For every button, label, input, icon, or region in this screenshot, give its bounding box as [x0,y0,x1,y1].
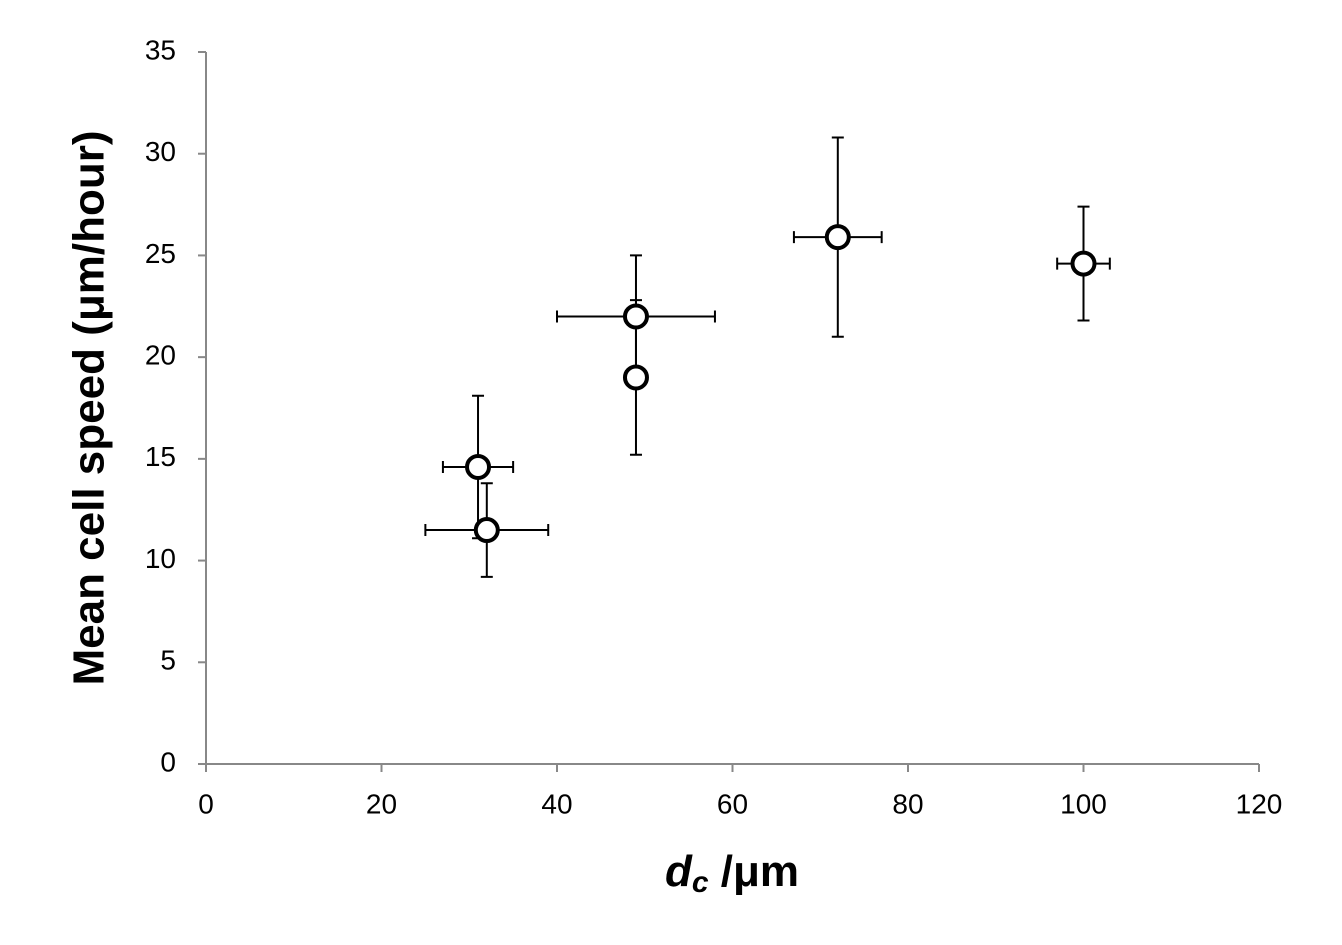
point [1070,250,1097,277]
x-axis-label: dc /μm [665,847,799,899]
x-tick-label: 60 [717,788,748,819]
point [622,364,649,391]
point [473,517,500,544]
y-tick-label: 35 [145,34,176,65]
x-label-symbol: d [665,847,693,896]
point [824,224,851,251]
x-tick-label: 100 [1060,788,1107,819]
x-label-subscript: c [692,866,709,899]
x-tick-label: 0 [198,788,214,819]
point [465,453,492,480]
y-tick-label: 5 [160,645,176,676]
x-tick-label: 20 [366,788,397,819]
y-tick-label: 20 [145,340,176,371]
y-tick-label: 15 [145,441,176,472]
y-tick-label: 25 [145,238,176,269]
x-label-unit: /μm [709,847,800,896]
x-tick-label: 120 [1236,788,1283,819]
y-tick-label: 30 [145,136,176,167]
y-tick-label: 10 [145,543,176,574]
y-tick-label: 0 [160,746,176,777]
y-axis-label: Mean cell speed (μm/hour) [65,130,114,685]
x-tick-label: 40 [541,788,572,819]
point [622,303,649,330]
x-tick-label: 80 [892,788,923,819]
